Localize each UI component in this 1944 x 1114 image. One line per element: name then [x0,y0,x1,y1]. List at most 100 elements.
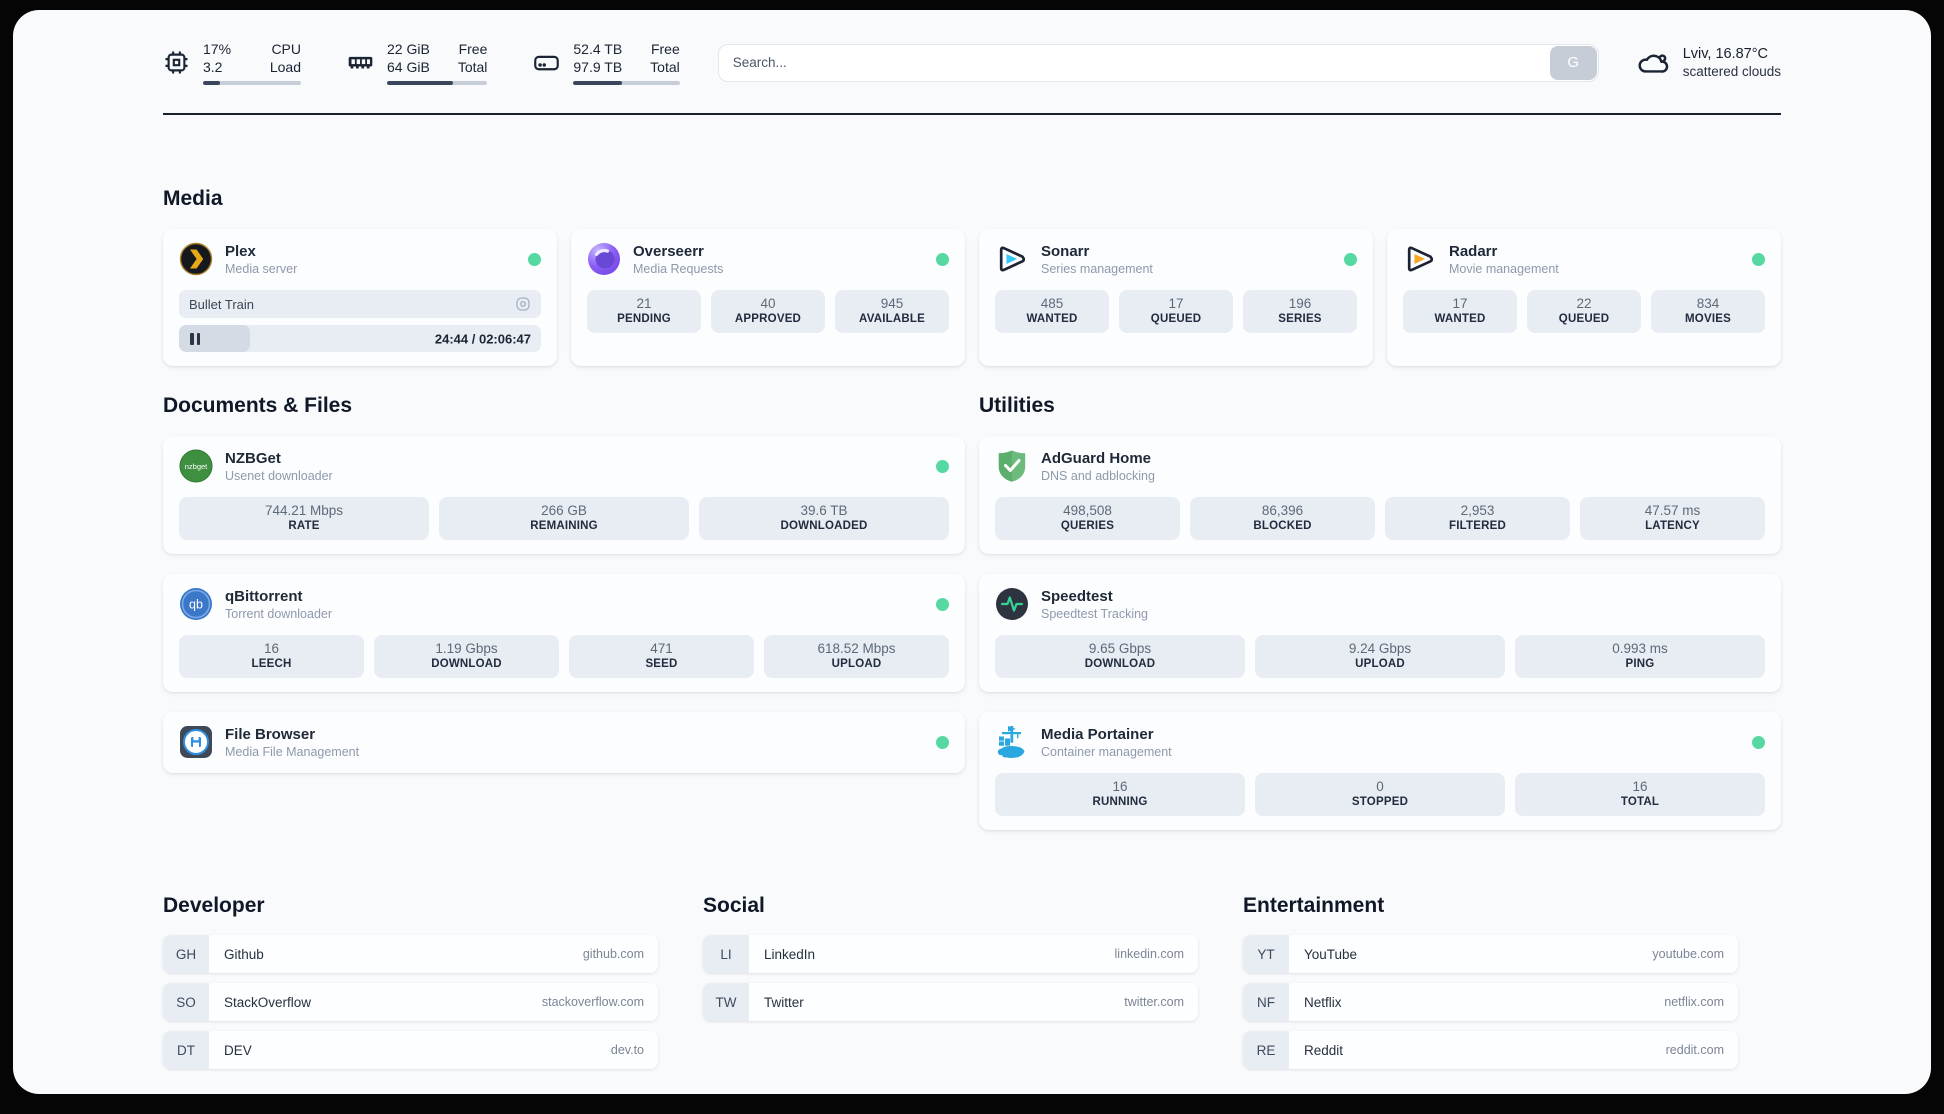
qbittorrent-stat-leech: 16 LEECH [179,635,364,679]
app-card-plex[interactable]: Plex Media server Bullet Train 24:44 / 0 [163,229,557,367]
section-title-media: Media [163,187,223,211]
section-title-documents: Documents & Files [163,394,353,418]
svg-text:qb: qb [189,598,203,612]
bookmark-stackoverflow[interactable]: SO StackOverflow stackoverflow.com [163,983,658,1022]
nzbget-stat-remaining: 266 GB REMAINING [439,497,689,541]
plex-now-playing-row: Bullet Train [179,290,541,319]
sonarr-icon [999,246,1026,272]
nzbget-subtitle: Usenet downloader [225,469,333,484]
speedtest-title: Speedtest [1041,587,1113,605]
filebrowser-icon [180,726,212,759]
qbittorrent-stat-seed: 471 SEED [569,635,754,679]
app-card-filebrowser[interactable]: File Browser Media File Management [163,712,965,774]
linkedin-url: linkedin.com [1114,947,1184,962]
plex-now-playing-title: Bullet Train [189,296,255,312]
adguard-title: AdGuard Home [1041,449,1152,467]
disk-progress-fill [573,81,623,86]
disk-stat: 52.4 TB 97.9 TB Free Total [533,40,680,86]
app-card-radarr[interactable]: Radarr Movie management 17 WANTED 22 QUEUE… [1387,229,1781,367]
app-card-qbittorrent[interactable]: qb qBittorrent Torrent downloader 16 LEEC… [163,574,965,693]
section-bookmarks: Developer GH Github github.com SO StackO… [163,894,1781,1070]
section-title-developer: Developer [163,894,265,918]
portainer-stat-running: 16 RUNNING [995,773,1245,817]
nzbget-status-dot [936,459,949,473]
github-url: github.com [582,947,644,962]
app-card-overseerr[interactable]: Overseerr Media Requests 21 PENDING 40 APP… [571,229,965,367]
app-card-speedtest[interactable]: Speedtest Speedtest Tracking 9.65 Gbps DO… [979,574,1781,693]
disk-progress-bar [573,81,680,86]
bookmark-linkedin[interactable]: LI LinkedIn linkedin.com [703,935,1198,974]
disk-icon [534,55,560,71]
overseerr-status-dot [936,252,949,266]
memory-stat: 22 GiB 64 GiB Free Total [347,40,488,86]
disk-free-label: Free [650,41,680,57]
app-card-portainer[interactable]: Media Portainer Container management 16 R… [979,712,1781,831]
speedtest-subtitle: Speedtest Tracking [1041,607,1149,622]
section-title-entertainment: Entertainment [1243,894,1385,918]
dev-badge: DT [163,1031,209,1070]
memory-icon [348,57,373,69]
overseerr-subtitle: Media Requests [633,262,724,277]
weather-condition: scattered clouds [1682,64,1781,80]
bookmark-dev[interactable]: DT DEV dev.to [163,1031,658,1070]
memory-progress-bar [387,81,488,86]
cpu-progress-bar [203,81,301,86]
search-engine-button[interactable]: G [1549,45,1597,80]
section-documents: Documents & Files nzbget NZBGet Usenet d… [163,394,965,774]
portainer-stat-total: 16 TOTAL [1515,773,1765,817]
speedtest-stat-upload: 9.24 Gbps UPLOAD [1255,635,1505,679]
filebrowser-subtitle: Media File Management [225,745,360,760]
memory-total-label: Total [457,59,488,76]
linkedin-name: LinkedIn [764,946,816,962]
speedtest-icon [996,588,1028,621]
disk-total-label: Total [650,59,680,76]
plex-icon [179,243,213,276]
bookmark-github[interactable]: GH Github github.com [163,935,658,974]
section-utilities: Utilities AdGuard Home DNS and adblockin… [979,394,1781,831]
cpu-icon [165,51,188,74]
qbittorrent-title: qBittorrent [225,587,303,605]
sonarr-stat-series: 196 SERIES [1243,290,1357,334]
bookmark-netflix[interactable]: NF Netflix netflix.com [1243,983,1738,1022]
sonarr-title: Sonarr [1041,242,1090,260]
memory-total-value: 64 GiB [387,59,430,76]
plex-status-dot [528,252,541,266]
bookmark-twitter[interactable]: TW Twitter twitter.com [703,983,1198,1022]
overseerr-stat-available: 945 AVAILABLE [835,290,949,334]
netflix-badge: NF [1243,983,1289,1022]
app-card-nzbget[interactable]: nzbget NZBGet Usenet downloader 744.21 M… [163,436,965,555]
portainer-status-dot [1752,735,1765,749]
filebrowser-status-dot [936,735,949,749]
weather-location: Lviv, 16.87°C [1682,46,1769,63]
app-card-sonarr[interactable]: Sonarr Series management 485 WANTED 17 QUE… [979,229,1373,367]
disk-free-value: 52.4 TB [573,41,623,57]
stackoverflow-url: stackoverflow.com [541,995,644,1010]
adguard-subtitle: DNS and adblocking [1041,469,1155,484]
github-name: Github [224,946,264,962]
cloud-icon [1638,54,1668,73]
sonarr-subtitle: Series management [1041,262,1153,277]
nzbget-icon: nzbget [179,449,213,483]
system-stats: 17% 3.2 CPU Load [163,40,680,86]
adguard-stat-blocked: 86,396 BLOCKED [1190,497,1375,541]
radarr-stat-wanted: 17 WANTED [1403,290,1517,334]
portainer-icon [997,726,1025,759]
qbittorrent-stat-upload: 618.52 Mbps UPLOAD [764,635,949,679]
sonarr-status-dot [1344,252,1357,266]
bookmark-reddit[interactable]: RE Reddit reddit.com [1243,1031,1738,1070]
bookmark-youtube[interactable]: YT YouTube youtube.com [1243,935,1738,974]
app-card-adguard[interactable]: AdGuard Home DNS and adblocking 498,508 Q… [979,436,1781,555]
stackoverflow-badge: SO [163,983,209,1022]
sonarr-stat-queued: 17 QUEUED [1119,290,1233,334]
cpu-load-value: 3.2 [203,59,223,76]
header-divider [163,113,1781,116]
overseerr-icon [588,243,620,276]
bookmark-group-social: Social LI LinkedIn linkedin.com TW Twitt… [703,894,1198,1069]
search-input[interactable] [717,43,1599,82]
bookmark-group-developer: Developer GH Github github.com SO StackO… [163,894,658,1070]
plex-subtitle: Media server [225,262,298,277]
portainer-stat-stopped: 0 STOPPED [1255,773,1505,817]
cpu-progress-fill [203,81,220,86]
plex-time: 24:44 / 02:06:47 [434,331,531,347]
video-icon [516,297,530,312]
